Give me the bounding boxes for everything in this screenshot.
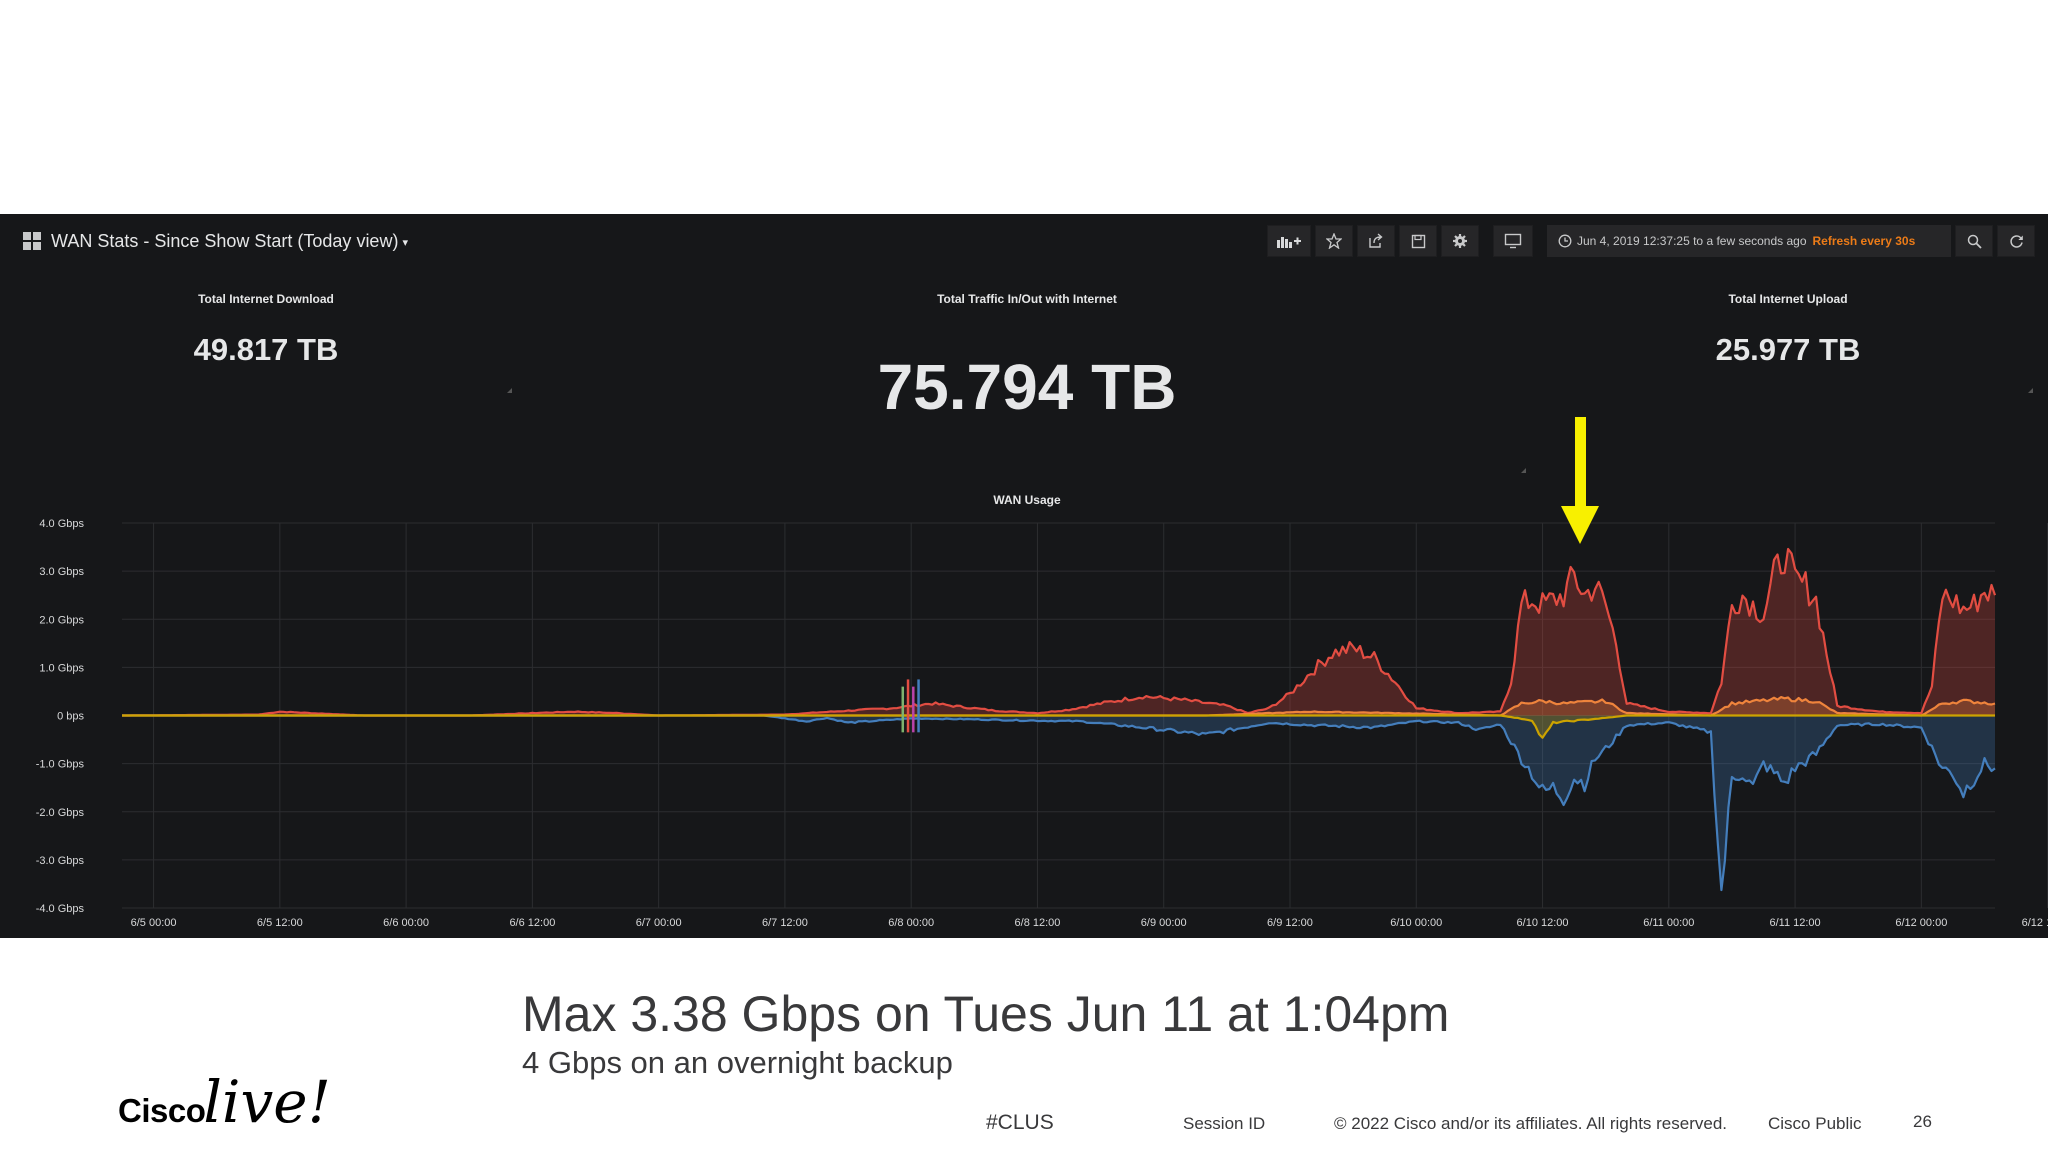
zoom-out-icon bbox=[1967, 234, 1982, 249]
add-panel-button[interactable] bbox=[1267, 225, 1311, 257]
slide-caption: Max 3.38 Gbps on Tues Jun 11 at 1:04pm bbox=[522, 986, 1450, 1042]
refresh-interval: Refresh every 30s bbox=[1812, 234, 1916, 248]
slide-subcaption: 4 Gbps on an overnight backup bbox=[522, 1045, 953, 1080]
x-tick-label: 6/5 00:00 bbox=[131, 917, 177, 929]
x-tick-label: 6/6 00:00 bbox=[383, 917, 429, 929]
footer-hashtag: #CLUS bbox=[986, 1111, 1054, 1134]
y-tick-label: 0 bps bbox=[57, 711, 84, 723]
series-line bbox=[122, 547, 1997, 717]
footer-page-number: 26 bbox=[1913, 1112, 1932, 1131]
clock-icon bbox=[1558, 234, 1572, 248]
series-area bbox=[122, 697, 1995, 716]
y-tick-label: 4.0 Gbps bbox=[39, 518, 84, 530]
x-tick-label: 6/8 12:00 bbox=[1015, 917, 1061, 929]
time-range-text: Jun 4, 2019 12:37:25 to a few seconds ag… bbox=[1577, 234, 1807, 248]
panel-resize-handle[interactable] bbox=[507, 388, 512, 393]
tv-mode-button[interactable] bbox=[1493, 225, 1533, 257]
x-tick-label: 6/9 00:00 bbox=[1141, 917, 1187, 929]
x-tick-label: 6/10 00:00 bbox=[1390, 917, 1442, 929]
annotation-arrow bbox=[1561, 417, 1599, 544]
x-tick-label: 6/9 12:00 bbox=[1267, 917, 1313, 929]
footer-classification: Cisco Public bbox=[1768, 1114, 1862, 1133]
gear-icon bbox=[1453, 234, 1467, 248]
footer-copyright: © 2022 Cisco and/or its affiliates. All … bbox=[1334, 1114, 1728, 1133]
logo-cisco: Cisco bbox=[118, 1092, 206, 1129]
y-tick-label: 1.0 Gbps bbox=[39, 662, 84, 674]
upload-stat-value: 25.977 TB bbox=[1715, 332, 1861, 367]
x-tick-label: 6/12 00:00 bbox=[1895, 917, 1947, 929]
total-panel-title: Total Traffic In/Out with Internet bbox=[937, 292, 1117, 306]
panel-resize-handle[interactable] bbox=[2028, 388, 2033, 393]
download-panel-title: Total Internet Download bbox=[198, 292, 334, 306]
share-button[interactable] bbox=[1357, 225, 1395, 257]
share-icon bbox=[1369, 233, 1383, 248]
y-tick-label: -3.0 Gbps bbox=[36, 855, 85, 867]
download-stat-value: 49.817 TB bbox=[193, 332, 339, 367]
y-tick-label: -1.0 Gbps bbox=[36, 759, 85, 771]
x-tick-label: 6/10 12:00 bbox=[1517, 917, 1569, 929]
save-icon bbox=[1411, 234, 1425, 248]
dashboard-topbar: WAN Stats - Since Show Start (Today view… bbox=[0, 214, 2048, 270]
total-stat-value: 75.794 TB bbox=[877, 351, 1177, 423]
dashboard: WAN Stats - Since Show Start (Today view… bbox=[0, 214, 2048, 938]
logo-live: live! bbox=[203, 1068, 331, 1136]
save-button[interactable] bbox=[1399, 225, 1437, 257]
upload-panel-title: Total Internet Upload bbox=[1728, 292, 1848, 306]
y-tick-label: -2.0 Gbps bbox=[36, 807, 85, 819]
star-button[interactable] bbox=[1315, 225, 1353, 257]
panel-resize-handle[interactable] bbox=[1521, 468, 1526, 473]
series-area bbox=[122, 715, 1995, 890]
y-tick-label: 2.0 Gbps bbox=[39, 614, 84, 626]
chart-title: WAN Usage bbox=[993, 493, 1061, 507]
x-tick-label: 6/11 12:00 bbox=[1769, 917, 1820, 929]
series-line bbox=[122, 714, 1995, 739]
add-panel-icon bbox=[1277, 237, 1301, 248]
x-tick-label: 6/8 00:00 bbox=[888, 917, 934, 929]
dashboard-title-text: WAN Stats - Since Show Start (Today view… bbox=[51, 231, 399, 251]
star-icon bbox=[1326, 233, 1342, 249]
series-area bbox=[122, 549, 1995, 716]
x-tick-label: 6/12 12:00 bbox=[2022, 917, 2048, 929]
refresh-icon bbox=[2009, 234, 2023, 248]
y-tick-label: 3.0 Gbps bbox=[39, 566, 84, 578]
wan-usage-chart[interactable]: 4.0 Gbps 3.0 Gbps 2.0 Gbps 1.0 Gbps 0 bps -1.… bbox=[0, 214, 2048, 938]
dashboard-grid-icon[interactable] bbox=[23, 232, 41, 250]
zoom-out-button[interactable] bbox=[1955, 225, 1993, 257]
time-range-picker[interactable]: Jun 4, 2019 12:37:25 to a few seconds ag… bbox=[1547, 225, 1951, 257]
x-tick-label: 6/5 12:00 bbox=[257, 917, 303, 929]
settings-button[interactable] bbox=[1441, 225, 1479, 257]
refresh-button[interactable] bbox=[1997, 225, 2035, 257]
x-tick-label: 6/7 12:00 bbox=[762, 917, 808, 929]
dashboard-title[interactable]: WAN Stats - Since Show Start (Today view… bbox=[51, 231, 408, 252]
y-tick-label: -4.0 Gbps bbox=[36, 903, 85, 915]
x-tick-label: 6/7 00:00 bbox=[636, 917, 682, 929]
tv-icon bbox=[1504, 233, 1522, 249]
x-tick-label: 6/6 12:00 bbox=[509, 917, 555, 929]
x-tick-label: 6/11 00:00 bbox=[1643, 917, 1694, 929]
caret-down-icon: ▾ bbox=[402, 236, 408, 249]
footer-session: Session ID bbox=[1183, 1114, 1266, 1133]
cisco-live-logo: Ciscolive! bbox=[118, 1068, 331, 1136]
